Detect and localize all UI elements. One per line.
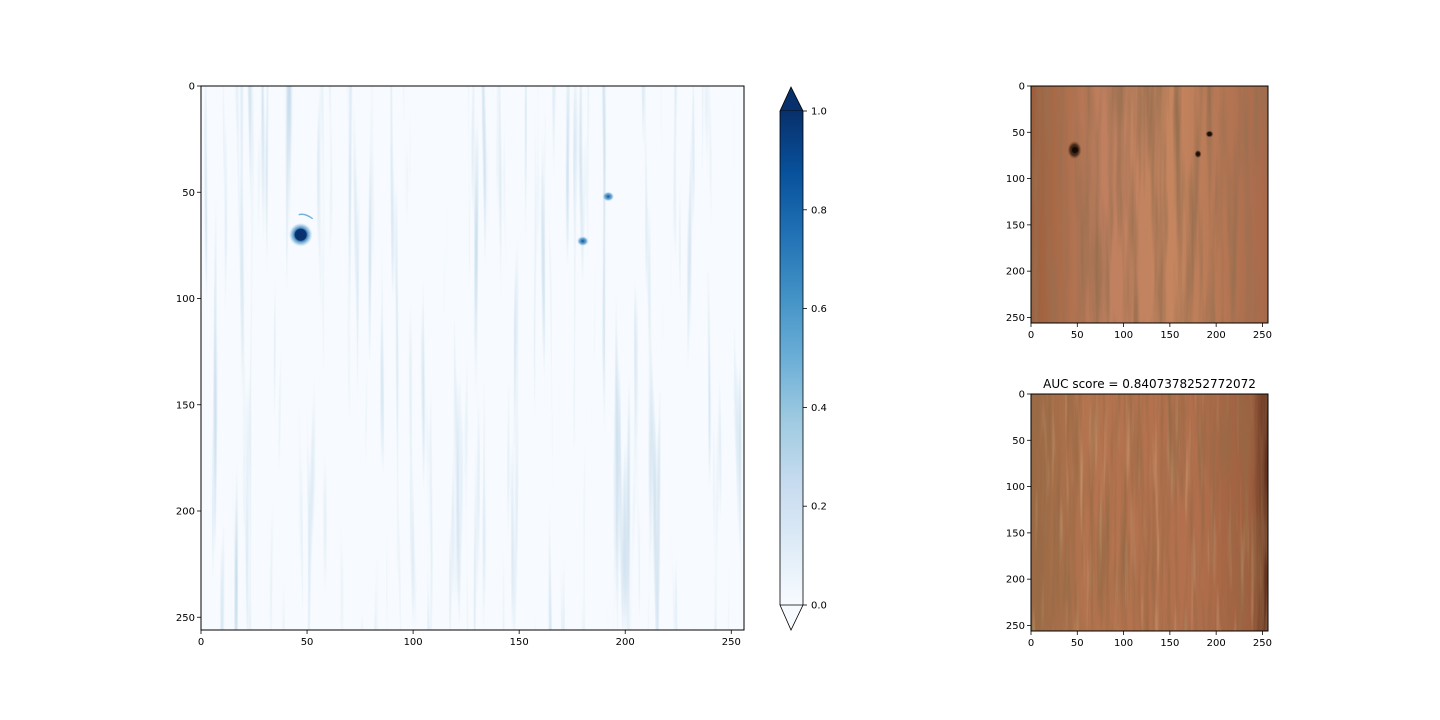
y-tick-label: 150 <box>1006 220 1025 231</box>
colorbar-tick-label: 0.2 <box>811 502 827 513</box>
colorbar-gradient <box>780 111 803 605</box>
y-tick-label: 200 <box>176 507 195 518</box>
x-tick-label: 250 <box>1253 330 1272 341</box>
wood-texture-with-holes <box>1031 86 1268 323</box>
x-tick-label: 200 <box>1207 638 1226 649</box>
y-tick-label: 0 <box>1019 390 1025 401</box>
anomaly-hot-spot <box>602 191 615 202</box>
colorbar-tick-label: 0.8 <box>811 205 827 216</box>
y-tick-label: 100 <box>176 294 195 305</box>
colorbar-tick-label: 0.0 <box>811 601 827 612</box>
reconstruction-title: AUC score = 0.8407378252772072 <box>1043 377 1256 391</box>
wood-texture-reconstruction <box>1031 394 1268 631</box>
x-tick-label: 250 <box>722 637 741 648</box>
colorbar-ticks: 0.0 0.2 0.4 0.6 0.8 1.0 <box>803 107 827 612</box>
x-tick-label: 150 <box>1160 330 1179 341</box>
x-tick-label: 200 <box>1207 330 1226 341</box>
heatmap-ticks: 0 50 100 150 200 250 0 50 100 150 200 250 <box>176 82 741 649</box>
y-tick-label: 250 <box>1006 313 1025 324</box>
heatmap-axes: 0 50 100 150 200 250 0 50 100 150 200 250 <box>176 82 745 649</box>
y-tick-label: 150 <box>1006 528 1025 539</box>
x-tick-label: 150 <box>510 637 529 648</box>
anomaly-hot-spot <box>576 236 589 247</box>
x-tick-label: 50 <box>1071 638 1084 649</box>
y-tick-label: 100 <box>1006 482 1025 493</box>
x-tick-label: 100 <box>1114 330 1133 341</box>
reconstruction-image-axes: AUC score = 0.8407378252772072 0 50 100 150… <box>1006 377 1272 649</box>
y-tick-label: 200 <box>1006 267 1025 278</box>
x-tick-label: 250 <box>1253 638 1272 649</box>
y-tick-label: 50 <box>1012 436 1025 447</box>
colorbar-tick-label: 0.4 <box>811 403 827 414</box>
x-tick-label: 100 <box>404 637 423 648</box>
y-tick-label: 250 <box>176 613 195 624</box>
x-tick-label: 50 <box>301 637 314 648</box>
colorbar-tick-label: 0.6 <box>811 304 827 315</box>
x-tick-label: 200 <box>616 637 635 648</box>
colorbar-tick-label: 1.0 <box>811 107 827 118</box>
y-tick-label: 200 <box>1006 575 1025 586</box>
colorbar: 0.0 0.2 0.4 0.6 0.8 1.0 <box>779 86 827 631</box>
y-tick-label: 100 <box>1006 174 1025 185</box>
y-tick-label: 250 <box>1006 621 1025 632</box>
x-tick-label: 0 <box>1028 330 1034 341</box>
y-tick-label: 0 <box>1019 82 1025 93</box>
x-tick-label: 150 <box>1160 638 1179 649</box>
heatmap-frame <box>200 85 745 631</box>
y-tick-label: 50 <box>182 188 195 199</box>
y-tick-label: 0 <box>189 82 195 93</box>
heatmap-image <box>201 86 744 630</box>
x-tick-label: 100 <box>1114 638 1133 649</box>
y-tick-label: 50 <box>1012 128 1025 139</box>
x-tick-label: 0 <box>1028 638 1034 649</box>
colorbar-extend-max <box>779 86 804 112</box>
y-tick-label: 150 <box>176 400 195 411</box>
colorbar-extend-min <box>779 604 804 631</box>
x-tick-label: 0 <box>198 637 204 648</box>
x-tick-label: 50 <box>1071 330 1084 341</box>
